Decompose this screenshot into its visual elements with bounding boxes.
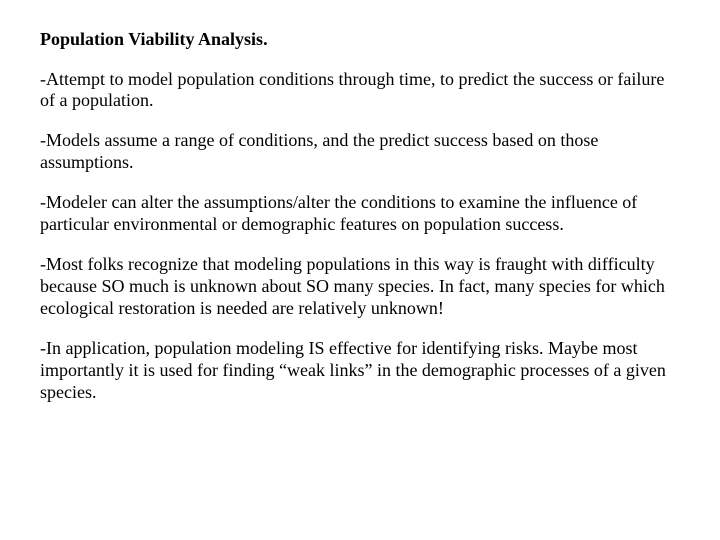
paragraph-1: -Attempt to model population conditions … [40, 69, 680, 113]
paragraph-3: -Modeler can alter the assumptions/alter… [40, 192, 680, 236]
paragraph-2: -Models assume a range of conditions, an… [40, 130, 680, 174]
paragraph-5: -In application, population modeling IS … [40, 338, 680, 404]
paragraph-4: -Most folks recognize that modeling popu… [40, 254, 680, 320]
slide: Population Viability Analysis. -Attempt … [0, 0, 720, 540]
slide-title: Population Viability Analysis. [40, 28, 680, 51]
